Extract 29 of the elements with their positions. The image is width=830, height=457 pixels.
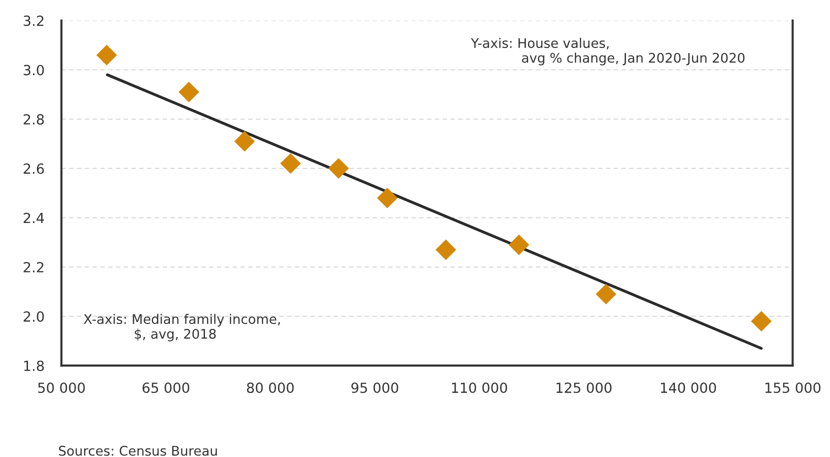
y-tick-label: 3.0 — [24, 64, 44, 76]
annotation: X-axis: Median family income, $, avg, 2018 — [84, 314, 280, 342]
x-tick-label: 155 000 — [765, 382, 820, 394]
point — [508, 234, 530, 256]
point — [96, 44, 117, 66]
x-tick-label: 50 000 — [38, 382, 85, 394]
x-tick-label: 140 000 — [660, 382, 716, 394]
source-note: Sources: Census Bureau — [58, 446, 217, 456]
point — [280, 153, 301, 174]
y-tick-label: 2.8 — [24, 114, 44, 125]
y-tick-label: 3.2 — [24, 16, 44, 26]
point — [751, 310, 772, 332]
point — [436, 239, 456, 260]
point — [596, 284, 616, 304]
y-tick-label: 2.6 — [24, 163, 44, 174]
x-tick-label: 125 000 — [556, 382, 612, 394]
x-tick-label: 80 000 — [246, 382, 294, 394]
point — [328, 158, 349, 179]
y-tick-label: 1.8 — [24, 360, 44, 372]
x-tick-label: 95 000 — [351, 382, 398, 394]
y-tick-label: 2.0 — [24, 311, 44, 322]
point — [234, 131, 255, 152]
x-tick-label: 110 000 — [452, 382, 508, 394]
annotation: Y-axis: House values, avg % change, Jan 2020-Jun 2020 — [470, 38, 745, 66]
y-tick-label: 2.2 — [24, 262, 44, 272]
point — [377, 188, 398, 208]
y-tick-label: 2.4 — [24, 212, 44, 224]
point — [178, 82, 200, 102]
x-tick-label: 65 000 — [142, 382, 190, 394]
